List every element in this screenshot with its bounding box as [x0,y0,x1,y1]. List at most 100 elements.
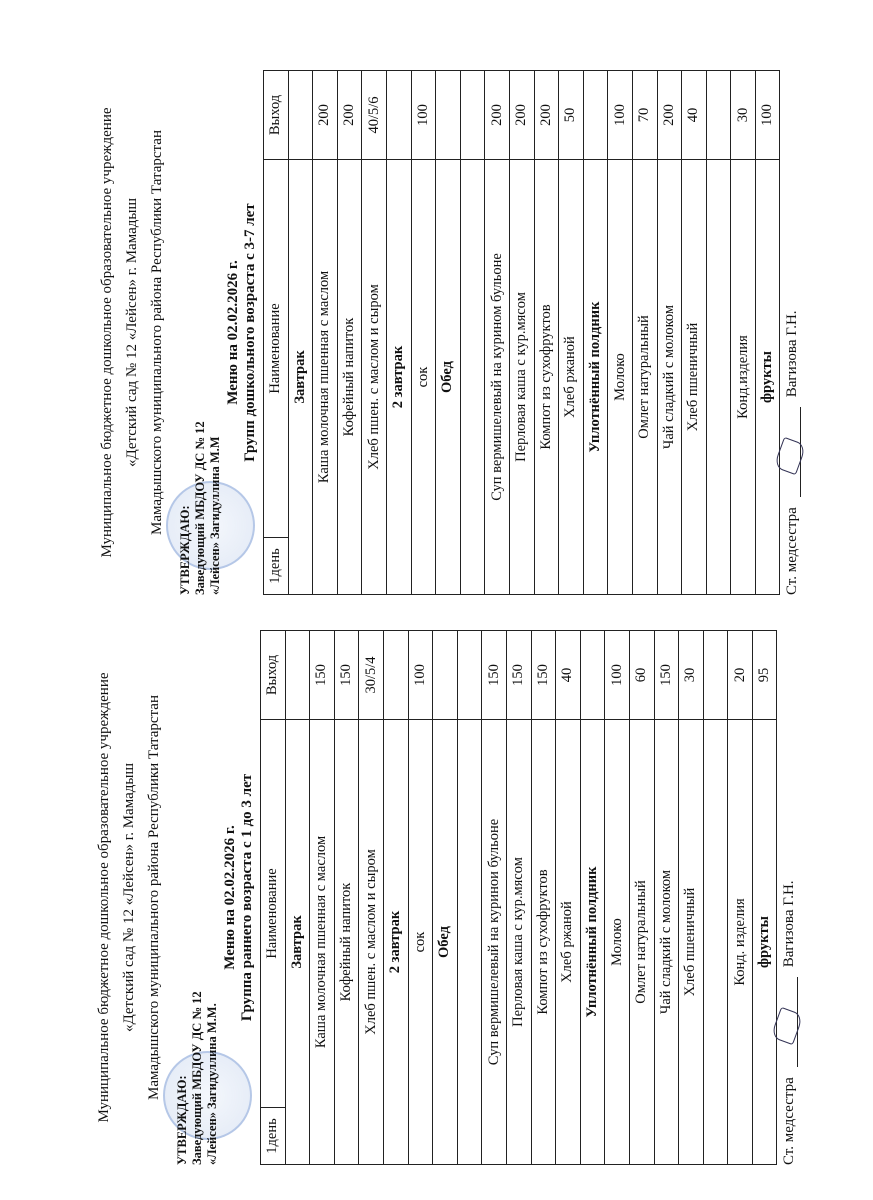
section-title: Завтрак [288,159,313,595]
header-output: Выход [263,70,289,160]
table-header: 1день Наименование Выход [260,630,286,1165]
dish-name: Конд. изделия [727,719,753,1165]
table-row: фрукты 100 [755,70,780,595]
section-row: Завтрак [285,630,310,1165]
section-title: Уплотнённый полдник [580,719,605,1165]
table-row: Хлеб пшен. с маслом и сыром 30/5/4 [358,630,384,1165]
dish-output: 40/5/6 [361,70,387,160]
approval-line: «Лейсен» Загидуллина М.М [208,436,222,595]
dish-name: Компот из сухофруктов [531,719,556,1165]
dish-output: 30 [730,70,756,160]
dish-name: Молоко [607,159,633,595]
empty-cell [386,70,412,160]
header-output: Выход [260,630,286,720]
table-row: Омлет натуральный 70 [632,70,657,595]
org-line: «Детский сад № 12 «Лейсен» г. Мамадыш [121,762,137,1033]
dish-name: Каша молочная пшенная с маслом [312,159,338,595]
dish-output: 200 [509,70,535,160]
table-row: Чай сладкий с молоком 150 [654,630,679,1165]
dish-output: 150 [506,630,532,720]
dish-name [703,719,728,1165]
dish-output: 100 [607,70,633,160]
table-row: Кофейный напиток 150 [334,630,359,1165]
dish-output: 100 [411,70,436,160]
dish-name: сок [411,159,436,595]
dish-name [457,719,482,1165]
table-row: Компот из сухофруктов 150 [531,630,556,1165]
dish-output [703,630,728,720]
dish-output: 200 [534,70,559,160]
org-line: Муниципальное бюджетное дошкольное образ… [99,107,115,558]
section-title: 2 завтрак [386,159,412,595]
section-title: 2 завтрак [383,719,409,1165]
signature-role: Ст. медсестра [784,507,801,595]
dish-name: Чай сладкий с молоком [654,719,679,1165]
dish-name: Хлеб ржаной [558,159,584,595]
section-title: Уплотнённый полдник [583,159,608,595]
signature-line: Ст. медсестра Вагизова Г.Н. [784,70,802,595]
dish-output [706,70,731,160]
dish-name: Хлеб пшеничный [681,159,707,595]
table-row [457,630,482,1165]
table-row: Перловая каша с кур.мясом 200 [509,70,535,595]
dish-name: фрукты [752,719,777,1165]
section-row: Завтрак [288,70,313,595]
dish-output: 60 [629,630,654,720]
empty-cell [285,630,310,720]
dish-name: Компот из сухофруктов [534,159,559,595]
dish-output: 150 [309,630,335,720]
table-row: Хлеб ржаной 50 [558,70,584,595]
signature-name: Вагизова Г.Н. [781,880,798,968]
dish-output: 70 [632,70,657,160]
dish-name: Омлет натуральный [632,159,657,595]
dish-name: Кофейный напиток [337,159,362,595]
section-title: Обед [432,719,458,1165]
empty-cell [583,70,608,160]
org-line: «Детский сад № 12 «Лейсен» г. Мамадыш [124,197,140,468]
table-row: Хлеб пшеничный 40 [681,70,707,595]
dish-output: 50 [558,70,584,160]
header-day: 1день [263,537,289,595]
table-row: Каша молочная пшенная с маслом 150 [309,630,335,1165]
dish-output: 200 [312,70,338,160]
approval-line: УТВЕРЖДАЮ: [175,1075,189,1165]
empty-cell [288,70,313,160]
header-name: Наименование [260,719,286,1108]
dish-output: 200 [337,70,362,160]
dish-name: Перловая каша с кур.мясом [509,159,535,595]
table-row: Хлеб ржаной 40 [555,630,581,1165]
section-row: Обед [432,630,458,1165]
table-row: сок 100 [411,70,436,595]
table-row [460,70,485,595]
approval-line: УТВЕРЖДАЮ: [178,505,192,595]
dish-output: 150 [654,630,679,720]
dish-output: 150 [481,630,507,720]
approval-line: Заведующий МБДОУ ДС № 12 [190,991,204,1165]
dish-output [460,70,485,160]
dish-output: 30 [678,630,704,720]
dish-output: 100 [408,630,433,720]
table-row: Компот из сухофруктов 200 [534,70,559,595]
table-row: Молоко 100 [604,630,630,1165]
dish-output: 40 [555,630,581,720]
empty-cell [435,70,461,160]
table-row: фрукты 95 [752,630,777,1165]
dish-name: Кофейный напиток [334,719,359,1165]
approval-line: «Лейсен» Загидуллина М.М. [205,1003,219,1165]
dish-name: Хлеб пшеничный [678,719,704,1165]
empty-cell [580,630,605,720]
dish-name: Конд.изделия [730,159,756,595]
dish-name: Хлеб пшен. с маслом и сыром [358,719,384,1165]
dish-output: 150 [334,630,359,720]
empty-cell [432,630,458,720]
signature-line: Ст. медсестра Вагизова Г.Н. [781,630,799,1165]
section-row: Уплотнённый полдник [583,70,608,595]
menu-sheet-early-age: Муниципальное бюджетное дошкольное образ… [92,630,837,1165]
dish-name [460,159,485,595]
signature-icon [784,407,802,498]
dish-name [706,159,731,595]
dish-name: Хлеб ржаной [555,719,581,1165]
approval-block: УТВЕРЖДАЮ: Заведующий МБДОУ ДС № 12 «Лейсе… [163,630,252,1165]
dish-name: Хлеб пшен. с маслом и сыром [361,159,387,595]
dish-name: Каша молочная пшенная с маслом [309,719,335,1165]
